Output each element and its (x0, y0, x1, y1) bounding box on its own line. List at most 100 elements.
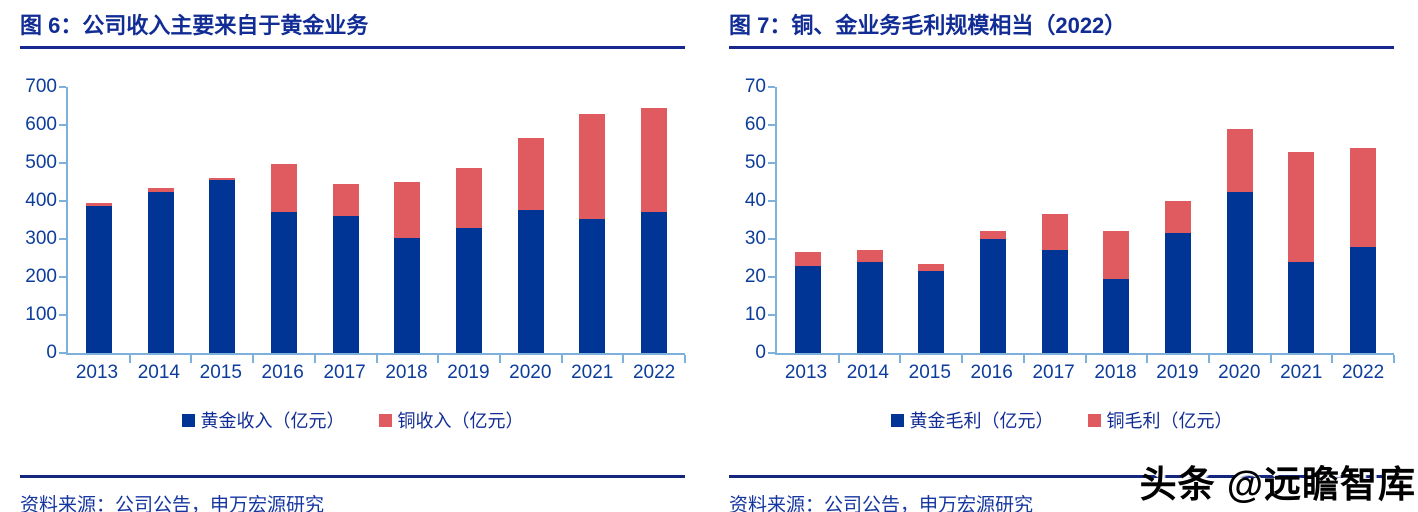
bar-segment (918, 271, 945, 353)
bar-segment (455, 167, 482, 229)
y-axis-tick-label: 700 (25, 76, 57, 97)
x-axis-tick-label: 2016 (261, 362, 304, 383)
legend-swatch-icon (1087, 413, 1101, 427)
bar-segment (1226, 128, 1253, 192)
figure-7-panel: 图 7：铜、金业务毛利规模相当（2022） 0 10 20 30 40 50 60 70 20… (709, 0, 1418, 512)
legend-item: 铜毛利（亿元） (1087, 407, 1233, 433)
x-axis-tick-label: 2021 (571, 362, 614, 383)
bar-stack-2021 (1288, 151, 1315, 353)
bar-segment (1103, 278, 1130, 353)
y-axis-tick-mark (768, 314, 775, 316)
x-axis-tick-mark (128, 355, 131, 363)
bar-segment (1288, 151, 1315, 262)
bar-stack-2017 (1041, 214, 1068, 353)
bar-segment (394, 238, 421, 353)
bar-stack-2017 (332, 184, 359, 353)
bar-segment (918, 263, 945, 272)
bar-stack-2015 (209, 178, 236, 353)
x-axis-tick-label: 2019 (1156, 362, 1199, 383)
x-axis-tick-label: 2017 (1032, 362, 1075, 383)
figure-7-bottom-rule (729, 475, 1394, 478)
bar-segment (979, 239, 1006, 353)
x-axis-tick-label: 2018 (385, 362, 428, 383)
x-axis-tick-mark (1207, 355, 1210, 363)
legend-item: 黄金收入（亿元） (181, 407, 345, 433)
x-axis-tick-mark (1022, 355, 1025, 363)
bar-segment (85, 206, 112, 353)
figure-7-plot-area (768, 86, 1395, 363)
figure-6-legend: 黄金收入（亿元） 铜收入（亿元） (20, 407, 685, 433)
x-axis-tick-mark (899, 355, 902, 363)
bar-segment (1164, 233, 1191, 353)
bar-segment (794, 252, 821, 266)
x-axis-tick-label: 2020 (1218, 362, 1261, 383)
legend-item: 铜收入（亿元） (378, 407, 524, 433)
x-axis-tick-label: 2022 (1341, 362, 1385, 383)
x-axis-tick-label: 2014 (846, 362, 889, 383)
y-axis-tick-mark (768, 200, 775, 202)
legend-label: 铜毛利（亿元） (1106, 411, 1233, 431)
x-axis-tick-mark (1393, 355, 1395, 363)
bar-segment (147, 188, 174, 192)
x-axis-tick-label: 2019 (447, 362, 490, 383)
figure-6-title: 图 6：公司收入主要来自于黄金业务 (20, 8, 685, 49)
figure-7-source: 资料来源：公司公告，申万宏源研究 (729, 495, 1034, 512)
bar-segment (209, 179, 236, 353)
y-axis-tick-mark (59, 238, 66, 240)
x-axis-tick-mark (375, 355, 378, 363)
figure-6-x-axis-labels: 2013 2014 2015 2016 2017 2018 2019 2020 2021 2022 (66, 362, 685, 384)
figure-7-chart: 0 10 20 30 40 50 60 70 (729, 77, 1395, 363)
x-axis-tick-label: 2021 (1280, 362, 1323, 383)
bar-segment (394, 182, 421, 239)
bar-stack-2022 (1350, 147, 1377, 353)
x-axis-tick-label: 2018 (1094, 362, 1137, 383)
bar-stack-2018 (394, 182, 421, 353)
figure-6-bottom-rule (20, 475, 685, 478)
bar-stack-2014 (147, 188, 174, 353)
y-axis-tick-mark (59, 124, 66, 126)
x-axis-tick-mark (560, 355, 563, 363)
figure-6-y-axis: 0 100 200 300 400 500 600 700 (20, 77, 66, 363)
y-axis-tick-label: 0 (755, 342, 766, 363)
bar-stack-2016 (270, 163, 297, 353)
x-axis-tick-mark (837, 355, 840, 363)
y-axis-tick-mark (768, 86, 775, 88)
bar-stack-2016 (979, 231, 1006, 353)
bar-segment (1350, 147, 1377, 247)
bar-stack-2020 (1226, 128, 1253, 353)
x-axis-tick-label: 2017 (323, 362, 366, 383)
bar-segment (794, 265, 821, 353)
y-axis-tick-label: 500 (25, 152, 57, 173)
x-axis-tick-mark (1331, 355, 1334, 363)
y-axis-tick-label: 400 (25, 190, 57, 211)
bar-segment (517, 137, 544, 211)
bar-segment (979, 231, 1006, 239)
bar-segment (1288, 261, 1315, 353)
bar-segment (332, 184, 359, 217)
y-axis-tick-label: 200 (25, 266, 57, 287)
bar-stack-2014 (856, 250, 883, 353)
bar-segment (856, 250, 883, 262)
bar-stack-2013 (794, 252, 821, 353)
bar-segment (1041, 250, 1068, 353)
figure-7-y-axis: 0 10 20 30 40 50 60 70 (729, 77, 775, 363)
x-axis-tick-mark (437, 355, 440, 363)
y-axis-tick-label: 60 (744, 114, 766, 135)
x-axis-tick-mark (1084, 355, 1087, 363)
bar-segment (1103, 231, 1130, 279)
y-axis-tick-mark (59, 276, 66, 278)
bar-segment (209, 178, 236, 180)
bar-stack-2020 (517, 137, 544, 353)
bar-segment (1164, 201, 1191, 234)
bar-segment (455, 228, 482, 353)
figure-6-source: 资料来源：公司公告，申万宏源研究 (20, 495, 325, 512)
figure-6-panel: 图 6：公司收入主要来自于黄金业务 0 100 200 300 400 500 600 700… (20, 8, 686, 512)
bar-segment (85, 202, 112, 207)
y-axis-tick-mark (59, 352, 66, 354)
legend-swatch-icon (378, 413, 392, 427)
y-axis-tick-label: 300 (25, 228, 57, 249)
bar-segment (332, 216, 359, 353)
y-axis-tick-label: 40 (744, 190, 766, 211)
y-axis-tick-mark (59, 314, 66, 316)
bar-stack-2021 (579, 114, 606, 353)
